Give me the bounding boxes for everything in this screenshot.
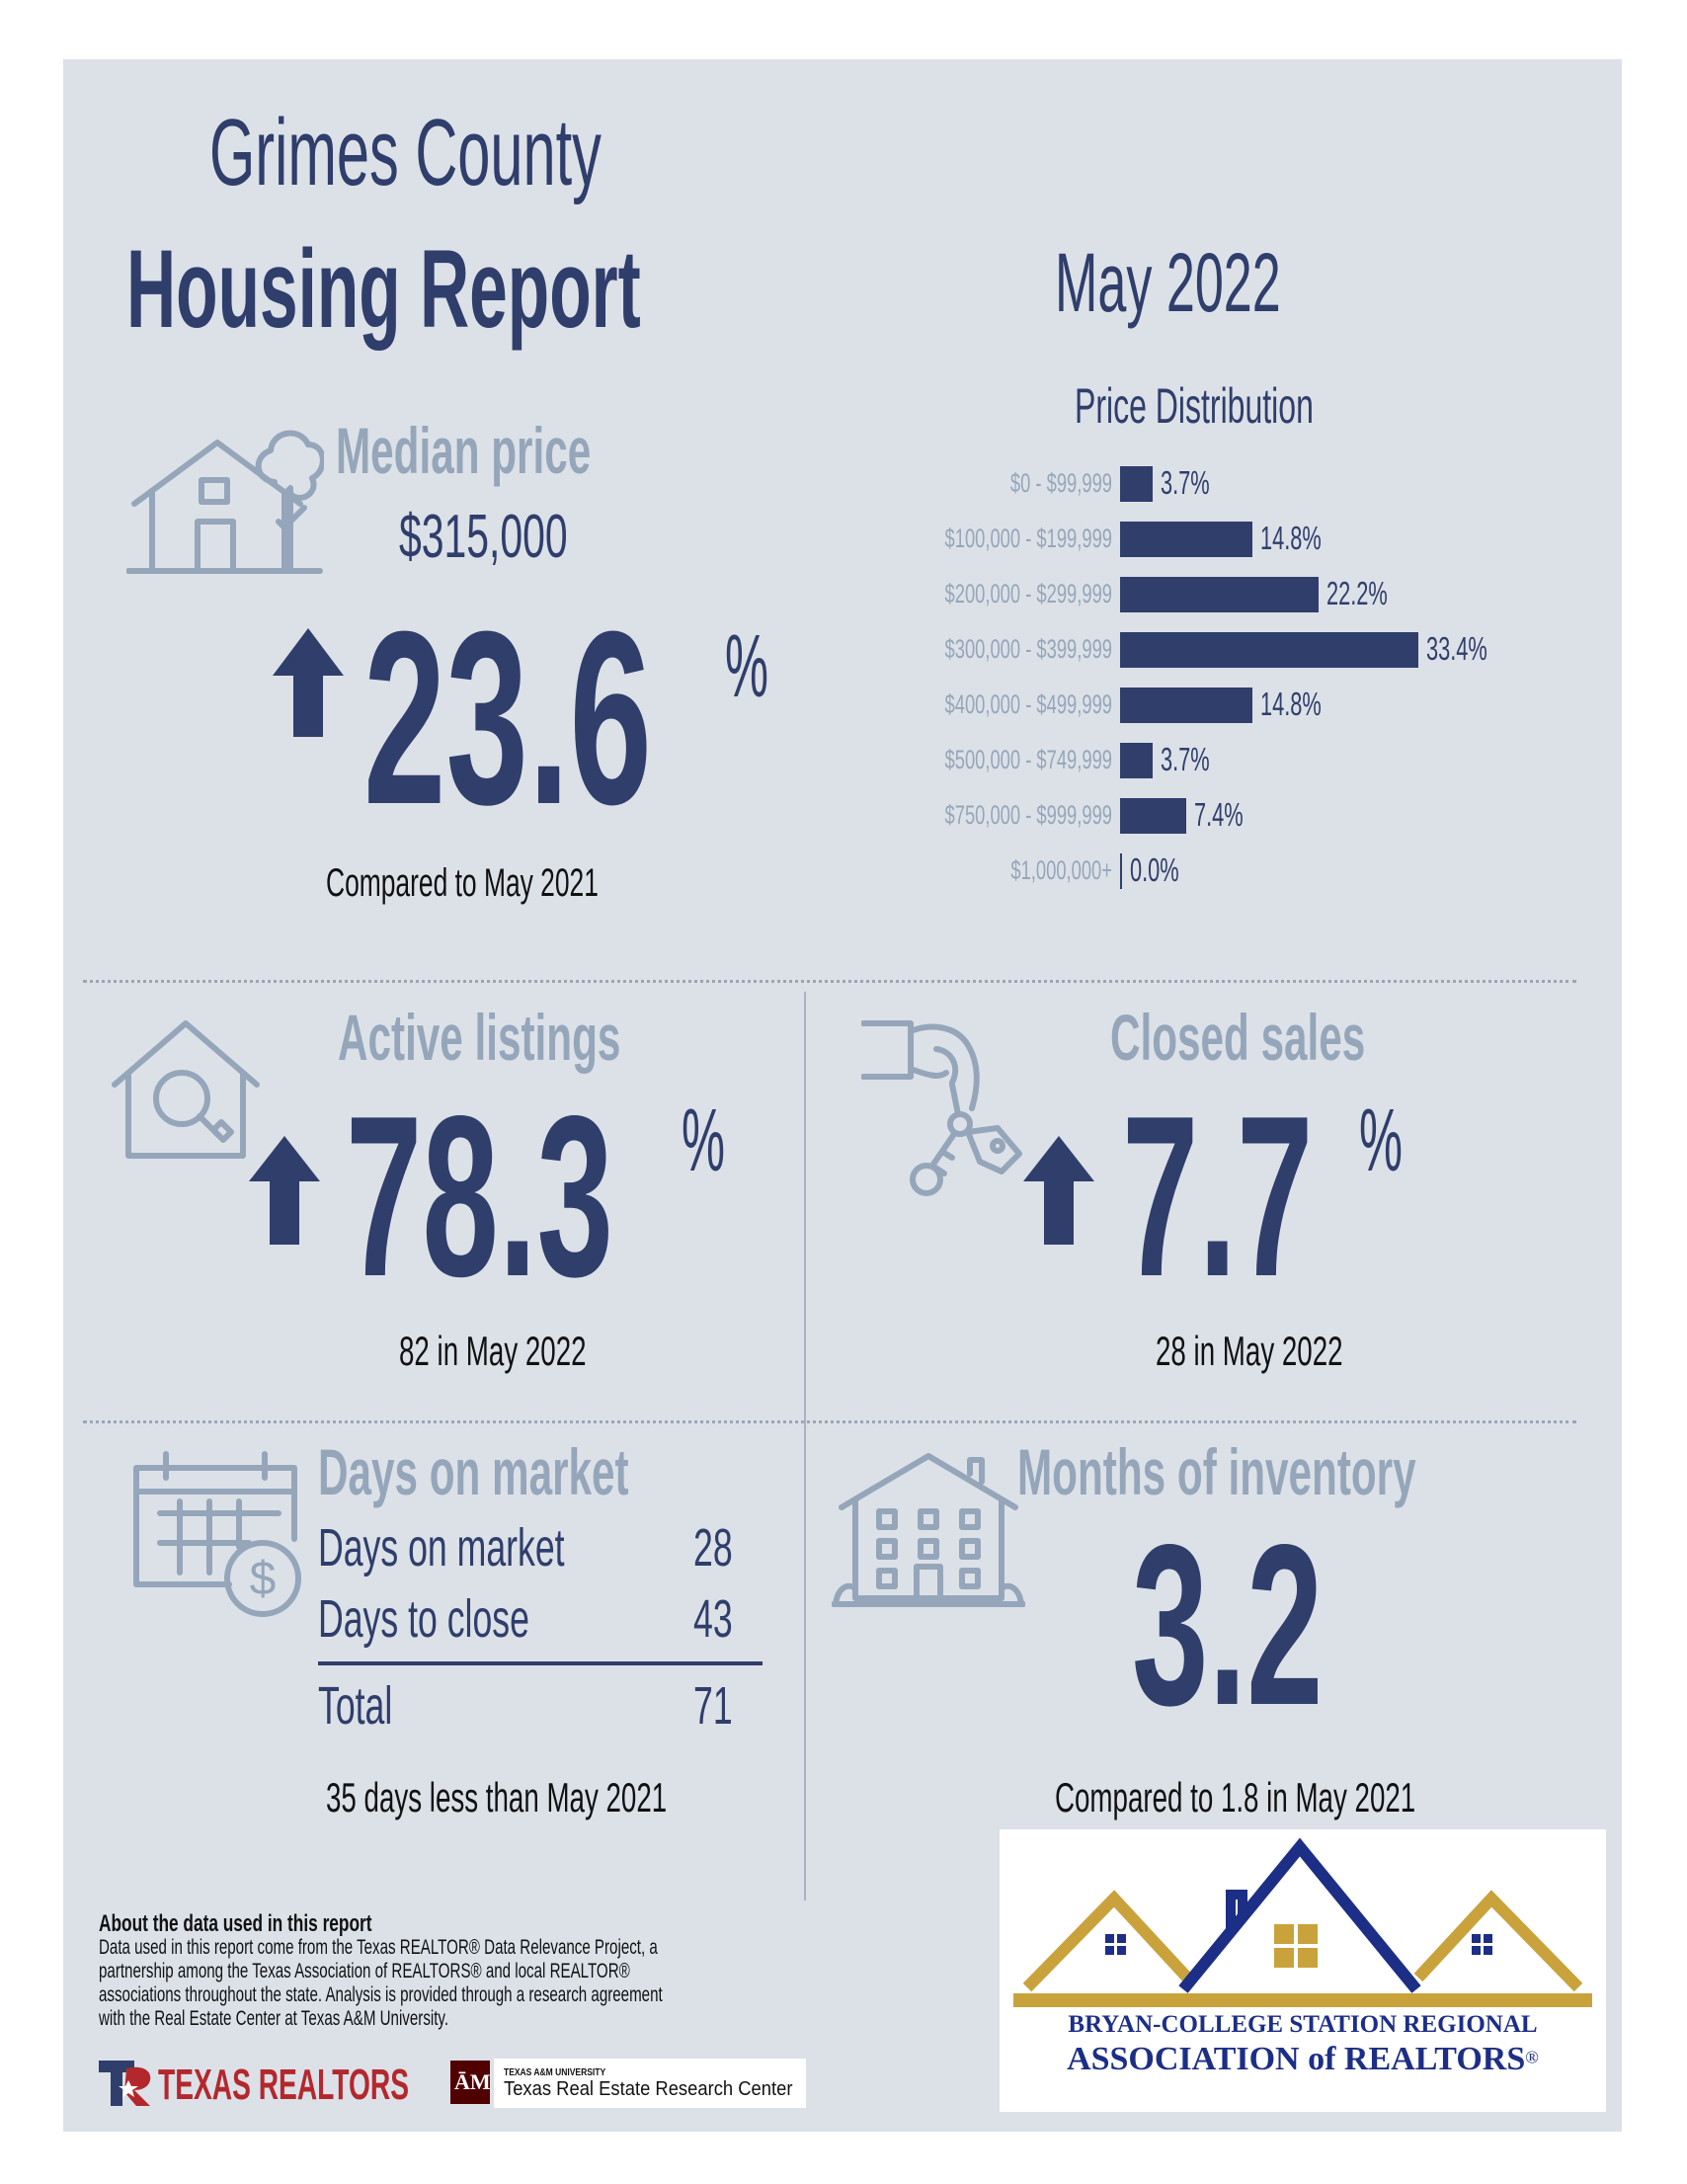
divider-middle <box>83 1420 1576 1423</box>
total-value: 71 <box>693 1676 733 1736</box>
median-label: Median price <box>336 414 592 487</box>
svg-text:$: $ <box>250 1553 277 1605</box>
chart-value-label: 33.4% <box>1426 630 1487 667</box>
median-price: $315,000 <box>399 503 568 571</box>
divider-top <box>83 980 1576 983</box>
calendar-dollar-icon: $ <box>133 1451 301 1617</box>
chart-value-label: 7.4% <box>1193 796 1244 833</box>
dom-row-label: Days on market <box>318 1518 565 1577</box>
divider-vertical <box>804 992 806 1901</box>
chart-bar <box>1120 798 1186 834</box>
tamu-logo-center: Texas Real Estate Research Center <box>504 2078 793 2100</box>
closed-up-arrow-icon <box>1023 1136 1094 1245</box>
total-label: Total <box>318 1676 393 1736</box>
dom-label: Days on market <box>318 1435 629 1508</box>
texas-realtors-logo-mark <box>99 2061 151 2106</box>
bcs-logo-line1: BRYAN-COLLEGE STATION REGIONAL <box>1068 2011 1538 2038</box>
chart-value-label: 22.2% <box>1326 575 1388 611</box>
tamu-logo-mark: ĀM <box>450 2061 491 2104</box>
median-compare: Compared to May 2021 <box>326 861 599 905</box>
about-title: About the data used in this report <box>99 1910 372 1937</box>
total-rule <box>318 1661 763 1665</box>
median-up-arrow-icon <box>273 628 344 737</box>
chart-bar <box>1120 466 1154 502</box>
house-tree-icon <box>126 430 324 574</box>
tamu-logo-small: TEXAS A&M UNIVERSITY <box>504 2067 606 2078</box>
dom-row-value: 28 <box>693 1518 733 1577</box>
active-note: 82 in May 2022 <box>399 1328 587 1374</box>
median-change: 23.6 <box>363 580 652 855</box>
report-period: May 2022 <box>1055 236 1281 329</box>
bcs-rooflines-logo <box>1013 1837 1592 2007</box>
closed-note: 28 in May 2022 <box>1156 1328 1343 1374</box>
active-label: Active listings <box>338 1001 621 1074</box>
county-title: Grimes County <box>209 100 602 205</box>
closed-label: Closed sales <box>1110 1001 1366 1074</box>
hand-keys-icon <box>861 1020 1022 1196</box>
active-up-arrow-icon <box>249 1136 320 1245</box>
chart-bar <box>1120 632 1418 668</box>
inventory-label: Months of inventory <box>1017 1435 1416 1508</box>
inventory-note: Compared to 1.8 in May 2021 <box>1055 1774 1416 1820</box>
chart-bar <box>1120 577 1319 612</box>
median-change-unit: % <box>725 617 769 716</box>
chart-value-label: 0.0% <box>1130 851 1179 888</box>
chart-value-label: 14.8% <box>1259 686 1322 722</box>
chart-bar <box>1120 688 1252 723</box>
inventory-value: 3.2 <box>1132 1497 1324 1753</box>
chart-bar <box>1120 853 1122 889</box>
active-change: 78.3 <box>346 1069 613 1325</box>
dom-note: 35 days less than May 2021 <box>326 1774 668 1820</box>
bcs-logo <box>1000 1829 1606 2112</box>
active-change-unit: % <box>682 1092 726 1190</box>
close-row-label: Days to close <box>318 1589 529 1649</box>
chart-bar <box>1120 743 1154 778</box>
house-search-icon <box>112 1020 260 1159</box>
closed-change: 7.7 <box>1122 1069 1314 1325</box>
about-text: Data used in this report come from the T… <box>99 1936 663 2030</box>
report-card <box>63 59 1622 2132</box>
bcs-logo-line2: ASSOCIATION of REALTORS® <box>1067 2041 1539 2077</box>
tamu-logo-box <box>494 2059 806 2108</box>
report-title: Housing Report <box>126 227 641 351</box>
chart-value-label: 3.7% <box>1161 464 1211 501</box>
close-row-value: 43 <box>693 1589 733 1649</box>
chart-bar <box>1120 522 1252 557</box>
apartment-building-icon <box>832 1453 1025 1607</box>
chart-value-label: 3.7% <box>1161 741 1211 777</box>
chart-title: Price Distribution <box>1075 378 1314 434</box>
chart-value-label: 14.8% <box>1259 520 1322 556</box>
closed-change-unit: % <box>1359 1092 1404 1190</box>
texas-realtors-logo-text: TEXAS REALTORS <box>158 2061 409 2109</box>
